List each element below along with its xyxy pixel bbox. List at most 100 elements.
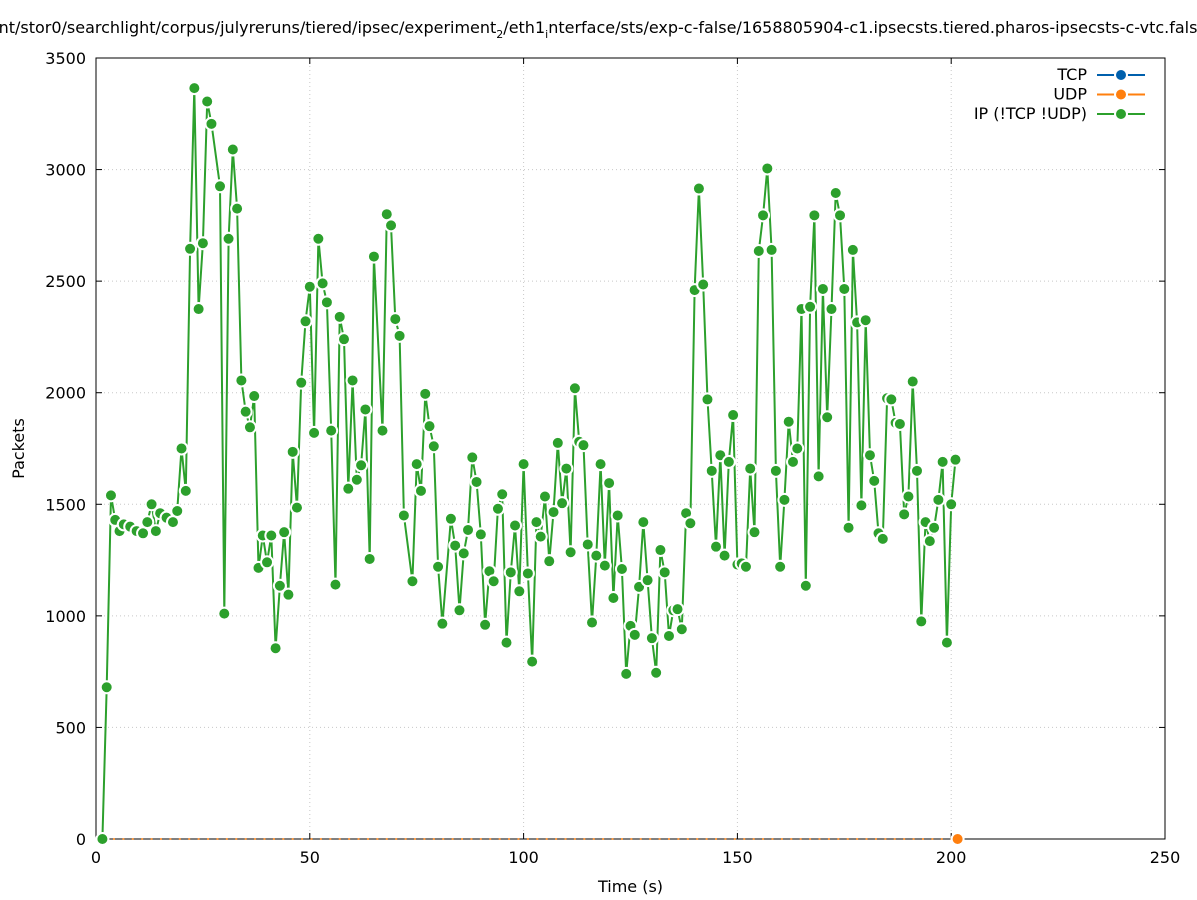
ip-data-point xyxy=(499,635,514,650)
ip-data-point xyxy=(555,496,570,511)
y-tick-label: 1500 xyxy=(45,495,86,514)
ip-data-point xyxy=(550,435,565,450)
legend-marker xyxy=(1114,87,1128,102)
ip-data-point xyxy=(388,312,403,327)
x-axis: 0 50 100 150 200 250 xyxy=(91,58,1180,867)
ip-data-point xyxy=(520,566,535,581)
ip-data-point xyxy=(516,457,531,472)
ip-data-point xyxy=(302,279,317,294)
ip-data-point xyxy=(721,454,736,469)
ip-data-point xyxy=(426,439,441,454)
ip-data-point xyxy=(931,492,946,507)
y-tick-label: 500 xyxy=(55,718,86,737)
ip-data-point xyxy=(285,444,300,459)
ip-data-point xyxy=(443,511,458,526)
ip-data-point xyxy=(431,559,446,574)
ip-data-point xyxy=(606,591,621,606)
ip-data-point xyxy=(409,457,424,472)
ip-data-point xyxy=(405,574,420,589)
ip-data-point xyxy=(217,606,232,621)
ip-data-point xyxy=(298,314,313,329)
ip-data-point xyxy=(542,554,557,569)
ip-data-point xyxy=(289,500,304,515)
ip-data-point xyxy=(815,281,830,296)
ip-data-point xyxy=(277,525,292,540)
ip-data-point xyxy=(478,617,493,632)
ip-data-point xyxy=(311,231,326,246)
ip-data-point xyxy=(862,448,877,463)
ip-data-point xyxy=(247,389,262,404)
ip-data-point xyxy=(332,309,347,324)
ip-data-point xyxy=(627,627,642,642)
ip-data-point xyxy=(230,201,245,216)
ip-data-point xyxy=(148,524,163,539)
ip-data-point xyxy=(614,561,629,576)
ip-data-point xyxy=(225,142,240,157)
ip-data-point xyxy=(670,602,685,617)
ip-data-point xyxy=(264,528,279,543)
title-subscript-2: i xyxy=(545,28,548,41)
ip-data-point xyxy=(914,614,929,629)
ip-data-point xyxy=(768,463,783,478)
ip-data-point xyxy=(602,476,617,491)
x-tick-label: 0 xyxy=(91,848,101,867)
ip-data-point xyxy=(773,559,788,574)
ip-data-point xyxy=(790,441,805,456)
y-tick-label: 2500 xyxy=(45,272,86,291)
x-axis-label: Time (s) xyxy=(597,877,663,896)
ip-data-point xyxy=(349,472,364,487)
title-suffix: nterface/sts/exp-c-false/1658805904-c1.i… xyxy=(548,18,1197,37)
ip-data-point xyxy=(589,548,604,563)
ip-data-point xyxy=(328,577,343,592)
chart-title: nt/stor0/searchlight/corpus/julyreruns/t… xyxy=(0,18,1197,41)
ip-data-point xyxy=(195,236,210,251)
ip-data-point xyxy=(529,515,544,530)
y-axis: 0 500 1000 1500 2000 2500 3000 3500 xyxy=(45,49,1165,849)
ip-data-point xyxy=(884,392,899,407)
ip-data-point xyxy=(533,529,548,544)
ip-data-point xyxy=(867,473,882,488)
ip-data-point xyxy=(465,450,480,465)
ip-data-point xyxy=(764,242,779,257)
ip-data-point xyxy=(413,483,428,498)
ip-data-point xyxy=(563,545,578,560)
y-tick-label: 3000 xyxy=(45,161,86,180)
ip-data-point xyxy=(657,565,672,580)
udp-data-point xyxy=(950,832,965,846)
ip-data-point xyxy=(683,516,698,531)
ip-data-point xyxy=(756,208,771,223)
ip-data-point xyxy=(747,525,762,540)
ip-data-point xyxy=(187,81,202,96)
ip-data-point xyxy=(144,497,159,512)
ip-data-point xyxy=(366,249,381,264)
ip-data-point xyxy=(781,414,796,429)
ip-data-point xyxy=(490,501,505,516)
ip-data-point xyxy=(512,584,527,599)
ip-data-point xyxy=(238,404,253,419)
title-subscript-1: 2 xyxy=(496,28,503,41)
ip-data-point xyxy=(935,454,950,469)
ip-data-point xyxy=(213,179,228,194)
ip-data-point xyxy=(200,94,215,109)
ip-data-point xyxy=(905,374,920,389)
ip-data-point xyxy=(559,461,574,476)
ip-data-point xyxy=(362,551,377,566)
ip-data-point xyxy=(178,483,193,498)
y-tick-label: 2000 xyxy=(45,384,86,403)
ip-data-point xyxy=(183,241,198,256)
ip-data-point xyxy=(644,631,659,646)
ip-data-point xyxy=(709,539,724,554)
legend-item: IP (!TCP !UDP) xyxy=(974,104,1145,123)
ip-data-point xyxy=(875,531,890,546)
ip-data-point xyxy=(508,518,523,533)
ip-data-point xyxy=(337,332,352,347)
ip-data-point xyxy=(234,373,249,388)
ip-data-point xyxy=(760,161,775,176)
ip-data-point xyxy=(242,420,257,435)
ip-data-point xyxy=(358,402,373,417)
legend-label: IP (!TCP !UDP) xyxy=(974,104,1087,123)
ip-data-point xyxy=(854,498,869,513)
ip-data-point xyxy=(619,666,634,681)
ip-data-point xyxy=(307,425,322,440)
ip-data-point xyxy=(260,555,275,570)
